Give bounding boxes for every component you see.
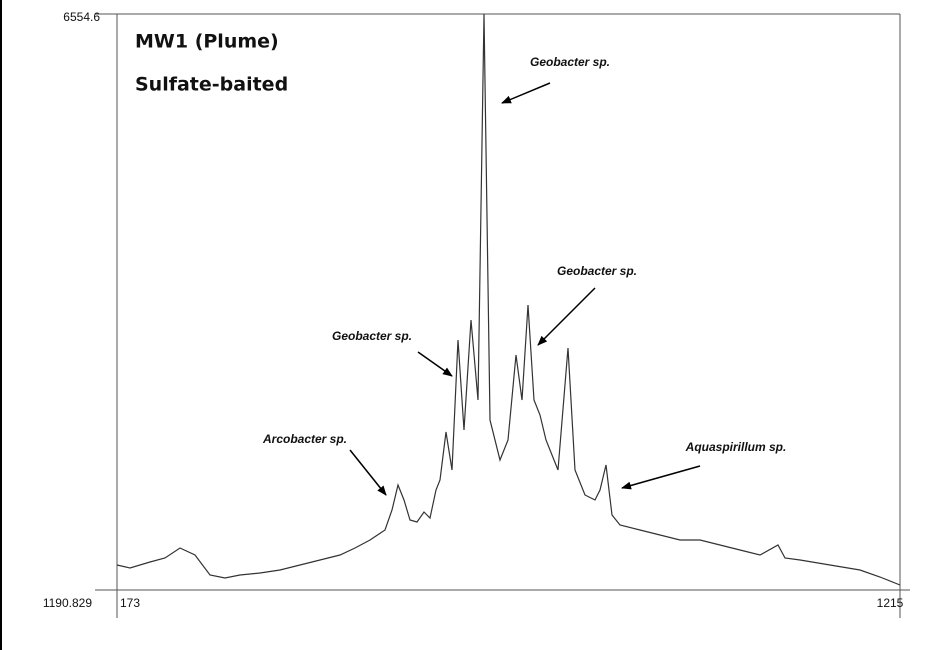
y-tick-label: 1190.829	[43, 596, 92, 610]
annotation-arrow	[349, 449, 387, 496]
annotation: Arcobacter sp.	[262, 432, 347, 446]
y-tick-label: 6554.6	[63, 10, 100, 24]
chart-title: MW1 (Plume)	[135, 31, 279, 53]
annotation-arrow	[417, 351, 453, 377]
annotation-arrow	[537, 287, 596, 346]
trace-line	[116, 13, 901, 586]
x-tick-label: 173	[120, 596, 140, 610]
annotation: Geobacter sp.	[332, 329, 412, 343]
annotation: Aquaspirillum sp.	[685, 440, 787, 454]
annotation-arrow	[501, 82, 551, 104]
annotation-arrow	[621, 465, 701, 490]
annotation: Geobacter sp.	[557, 264, 637, 278]
x-tick-label: 1215	[877, 596, 904, 610]
chart-subtitle: Sulfate-baited	[135, 74, 288, 96]
annotation: Geobacter sp.	[530, 55, 610, 69]
